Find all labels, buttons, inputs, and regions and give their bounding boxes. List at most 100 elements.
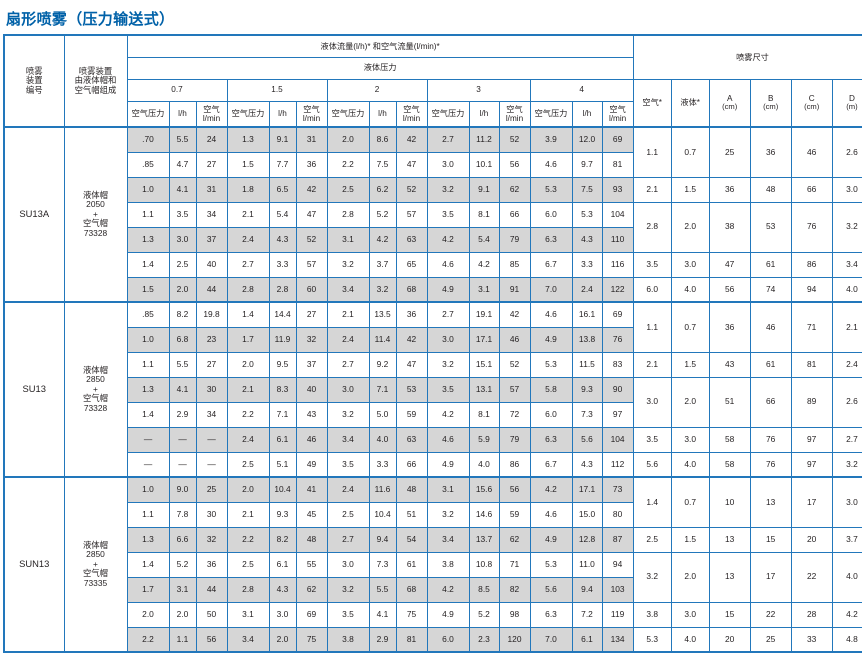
data-cell: 3.5 [426,201,470,228]
table-row: .85 4.7 27 1.5 7.7 36 2.2 7.5 47 3.0 10.1 56 4.6 9.7 8… [4,151,862,178]
data-cell: 4.2 [426,401,470,428]
header-pressure-3: 3 [426,78,531,102]
data-cell: 57 [295,251,328,278]
data-cell: 5.4 [468,226,500,253]
data-cell: 3.2 [368,276,397,303]
assembly-cap-line: 2050 [86,199,105,210]
data-cell: 36 [395,301,428,328]
dim-c-cell: 89 [790,376,833,428]
data-cell: 51 [395,501,428,528]
header-dim-air: 空气* [632,78,672,128]
data-cell: 3.1 [226,601,270,628]
dim-a-cell: 36 [708,301,751,353]
data-cell: 85 [498,251,531,278]
data-cell: 5.5 [368,576,397,603]
data-cell: 47 [295,201,328,228]
data-cell: 6.0 [529,201,573,228]
dim-b-cell: 76 [749,451,792,478]
assembly-cap-line: 液体帽 [82,364,109,375]
dim-a-cell: 13 [708,526,751,553]
table-row: 1.1 7.8 30 2.1 9.3 45 2.5 10.4 51 3.2 14.6 59 4.6 15.… [4,501,862,528]
dim-a-cell: 38 [708,201,751,253]
data-cell: 1.0 [126,326,170,353]
data-cell: 4.3 [571,451,603,478]
data-cell: 1.7 [126,576,170,603]
header-dim-d-label: D [849,93,855,103]
dim-air-cell: 2.8 [632,201,672,253]
data-cell: 2.4 [226,226,270,253]
data-cell: 44 [195,576,228,603]
spray-specification-table: 喷雾 装置 编号 喷雾装置 由液体帽和 空气帽组成 液体流量(l/h)* 和空气… [3,34,862,653]
data-cell: 8.5 [468,576,500,603]
header-sub-air-lmin-2-line1: 空气 [403,104,420,114]
dim-air-cell: 1.1 [632,301,672,353]
dim-liquid-cell: 3.0 [670,426,710,453]
data-cell: 9.3 [268,501,297,528]
data-cell: 5.5 [168,126,197,153]
dim-b-cell: 25 [749,626,792,653]
data-cell: 7.0 [529,626,573,653]
header-pressure-1: 1.5 [226,78,328,102]
data-cell: 1.1 [126,201,170,228]
dim-liquid-cell: 2.0 [670,376,710,428]
data-cell: 23 [195,326,228,353]
dim-liquid-cell: 4.0 [670,276,710,303]
data-cell: 2.7 [326,351,370,378]
data-cell: 10.4 [368,501,397,528]
data-cell: 3.2 [326,251,370,278]
table-row: 1.5 2.0 44 2.8 2.8 60 3.4 3.2 68 4.9 3.1 91 7.0 2.4 12… [4,276,862,303]
data-cell: 42 [395,126,428,153]
data-cell: 45 [295,501,328,528]
data-cell: 1.3 [226,126,270,153]
data-cell: 1.0 [126,176,170,203]
data-cell: — [168,451,197,478]
data-cell: 4.6 [426,426,470,453]
data-cell: 2.1 [226,501,270,528]
data-cell: 27 [195,351,228,378]
dim-liquid-cell: 1.5 [670,176,710,203]
data-cell: 4.1 [168,376,197,403]
dim-b-cell: 76 [749,426,792,453]
table-row: 1.3 3.0 37 2.4 4.3 52 3.1 4.2 63 4.2 5.4 79 6.3 4.3 11… [4,226,862,253]
data-cell: 15.0 [571,501,603,528]
data-cell: 11.4 [368,326,397,353]
data-cell: 17.1 [571,476,603,503]
data-cell: 79 [498,226,531,253]
data-cell: 9.1 [268,126,297,153]
data-cell: 3.0 [326,376,370,403]
dim-a-cell: 13 [708,551,751,603]
header-sub-air-lmin-3-line2: l/min [505,113,524,123]
dim-liquid-cell: 2.0 [670,201,710,253]
data-cell: 49 [295,451,328,478]
data-cell: 3.0 [426,151,470,178]
data-cell: 3.2 [326,401,370,428]
data-cell: .85 [126,151,170,178]
data-cell: 5.1 [268,451,297,478]
header-sub-air-lmin-2-line2: l/min [402,113,421,123]
data-cell: 97 [601,401,634,428]
data-cell: 2.0 [326,126,370,153]
data-cell: 47 [395,151,428,178]
header-sub-air-pressure-0: 空气压力 [126,100,170,128]
data-cell: 4.6 [529,501,573,528]
header-assembly-line1: 喷雾装置 [78,65,113,76]
data-cell: 2.1 [226,376,270,403]
data-cell: 2.4 [571,276,603,303]
data-cell: 8.2 [268,526,297,553]
data-cell: 12.0 [571,126,603,153]
header-sub-lh-2: l/h [368,100,397,128]
header-sub-air-lmin-0-line2: l/min [202,113,221,123]
table-row: 1.3 6.6 32 2.2 8.2 48 2.7 9.4 54 3.4 13.7 62 4.9 12.8… [4,526,862,553]
header-row-liquid-pressure: 液体压力 [4,56,862,80]
header-row-group: 喷雾 装置 编号 喷雾装置 由液体帽和 空气帽组成 液体流量(l/h)* 和空气… [3,34,862,128]
dim-c-cell: 28 [790,601,833,628]
data-cell: 3.7 [368,251,397,278]
data-cell: 3.1 [468,276,500,303]
data-cell: 48 [295,526,328,553]
data-cell: 2.0 [268,626,297,653]
table-row: — — —2.4 6.1 46 3.4 4.0 63 4.6 5.9 79 6.3 5.6 104 3.5 3… [4,426,862,453]
data-cell: 2.8 [226,576,270,603]
dim-liquid-cell: 0.7 [670,126,710,178]
data-cell: 4.0 [368,426,397,453]
table-row: 1.1 3.5 34 2.1 5.4 47 2.8 5.2 57 3.5 8.1 66 6.0 5.3 10… [4,201,862,253]
